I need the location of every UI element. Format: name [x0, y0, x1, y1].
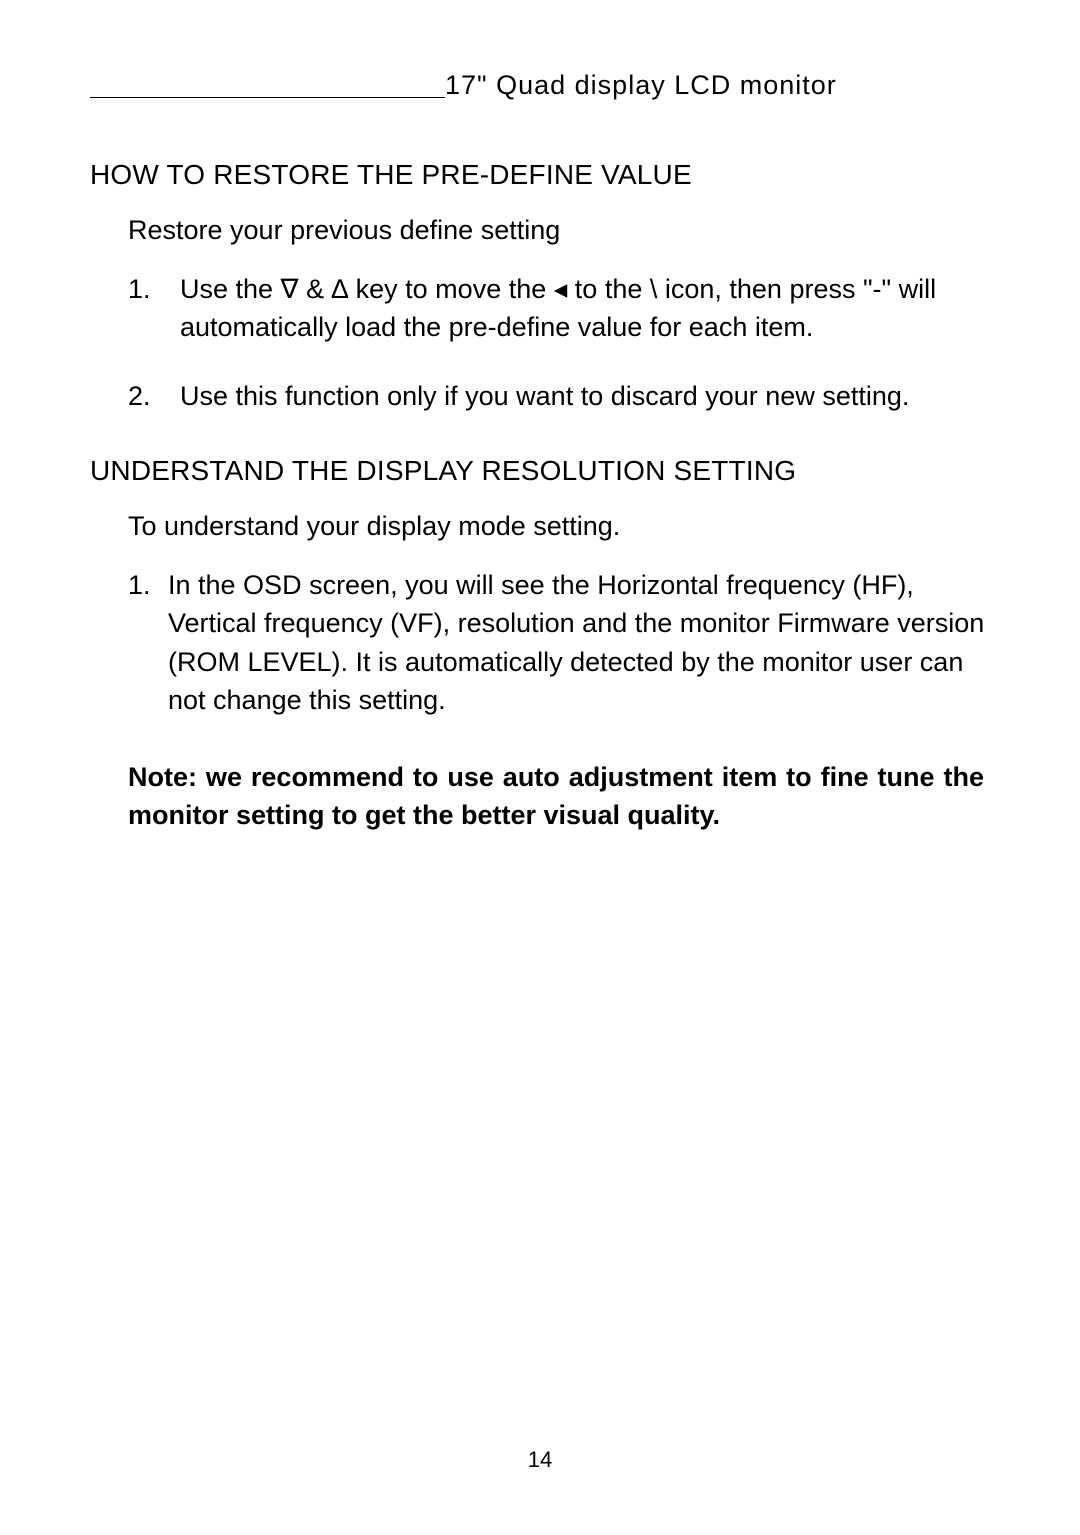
list-item: 2. Use this function only if you want to…: [128, 377, 990, 415]
ordered-list-2: 1. In the OSD screen, you will see the H…: [128, 566, 990, 719]
header-underline: [90, 97, 445, 98]
list-item: 1. In the OSD screen, you will see the H…: [128, 566, 990, 719]
ordered-list-1: 1. Use the ∇ & ∆ key to move the ◂ to th…: [128, 270, 990, 415]
list-content: Use this function only if you want to di…: [180, 377, 990, 415]
list-item: 1. Use the ∇ & ∆ key to move the ◂ to th…: [128, 270, 990, 347]
list-number: 1.: [128, 270, 180, 347]
list-number: 1.: [128, 566, 168, 719]
list-content: In the OSD screen, you will see the Hori…: [168, 566, 990, 719]
header-title: 17" Quad display LCD monitor: [445, 70, 837, 101]
section-heading-2: UNDERSTAND THE DISPLAY RESOLUTION SETTIN…: [90, 455, 990, 487]
list-number: 2.: [128, 377, 180, 415]
section-heading-1: HOW TO RESTORE THE PRE-DEFINE VALUE: [90, 159, 990, 191]
page-header: 17" Quad display LCD monitor: [90, 70, 990, 101]
section-intro-2: To understand your display mode setting.: [128, 511, 990, 542]
document-page: 17" Quad display LCD monitor HOW TO REST…: [0, 0, 1080, 1535]
section-intro-1: Restore your previous define setting: [128, 215, 990, 246]
page-number: 14: [0, 1447, 1080, 1473]
note-text: Note: we recommend to use auto adjustmen…: [128, 759, 984, 834]
list-content: Use the ∇ & ∆ key to move the ◂ to the \…: [180, 270, 990, 347]
